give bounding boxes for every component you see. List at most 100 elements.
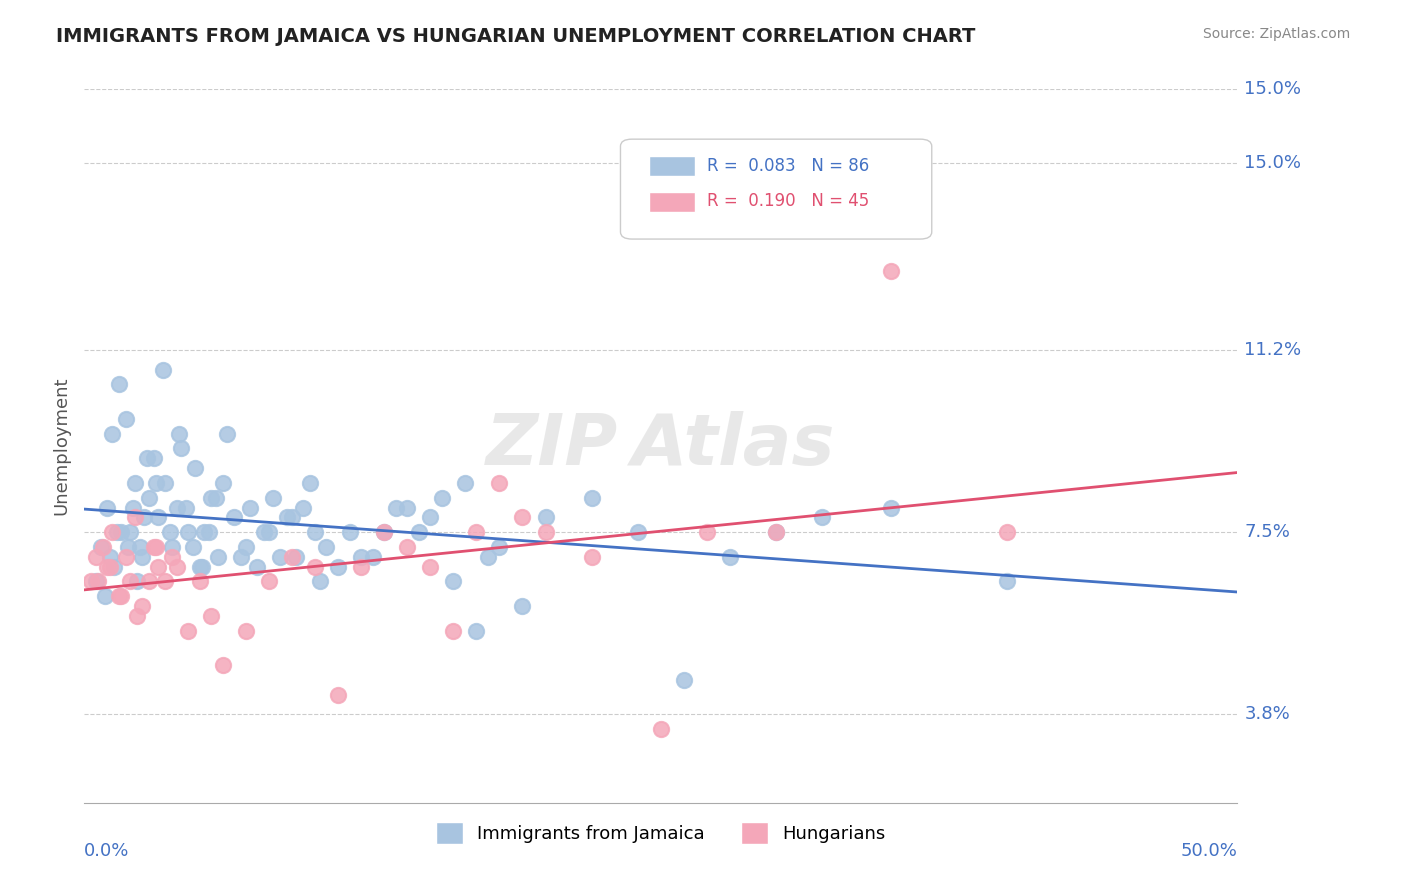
Point xyxy=(880,500,903,515)
Point xyxy=(534,510,557,524)
Point xyxy=(96,559,118,574)
Point xyxy=(167,426,190,441)
Point xyxy=(103,559,125,574)
Point xyxy=(880,264,903,278)
Point xyxy=(326,688,349,702)
Point xyxy=(239,500,262,515)
Point xyxy=(134,510,156,524)
Point xyxy=(145,540,167,554)
Point xyxy=(166,559,188,574)
Point xyxy=(110,589,132,603)
Point xyxy=(174,500,197,515)
Point xyxy=(101,426,124,441)
Text: 11.2%: 11.2% xyxy=(1244,341,1302,359)
Point xyxy=(995,574,1018,589)
Point xyxy=(131,549,153,564)
Point xyxy=(454,475,477,490)
Point xyxy=(276,510,298,524)
Point xyxy=(281,510,304,524)
Point xyxy=(80,574,103,589)
Point xyxy=(235,624,257,638)
Point xyxy=(159,525,181,540)
Point xyxy=(89,540,111,554)
Point xyxy=(581,549,603,564)
Point xyxy=(430,491,453,505)
Point xyxy=(146,510,169,524)
Text: ZIP Atlas: ZIP Atlas xyxy=(486,411,835,481)
Point xyxy=(315,540,337,554)
Point xyxy=(160,540,183,554)
Point xyxy=(211,475,233,490)
Text: IMMIGRANTS FROM JAMAICA VS HUNGARIAN UNEMPLOYMENT CORRELATION CHART: IMMIGRANTS FROM JAMAICA VS HUNGARIAN UNE… xyxy=(56,27,976,45)
Point xyxy=(87,574,110,589)
Point xyxy=(217,426,239,441)
Point xyxy=(419,559,441,574)
Point xyxy=(373,525,395,540)
Point xyxy=(152,362,174,376)
Point xyxy=(127,574,149,589)
Text: R =  0.083   N = 86: R = 0.083 N = 86 xyxy=(707,157,869,175)
FancyBboxPatch shape xyxy=(620,139,932,239)
Text: Source: ZipAtlas.com: Source: ZipAtlas.com xyxy=(1202,27,1350,41)
Point xyxy=(177,525,200,540)
Point xyxy=(811,510,834,524)
Point xyxy=(672,673,695,687)
Point xyxy=(170,442,193,456)
Point xyxy=(408,525,430,540)
Point xyxy=(465,525,488,540)
Point xyxy=(765,525,787,540)
Point xyxy=(211,658,233,673)
Point xyxy=(396,540,419,554)
Point xyxy=(373,525,395,540)
Point xyxy=(224,510,246,524)
Point xyxy=(207,549,229,564)
Point xyxy=(257,525,280,540)
Point xyxy=(184,461,207,475)
Point xyxy=(191,559,214,574)
Point xyxy=(101,525,124,540)
Point xyxy=(350,559,373,574)
Point xyxy=(98,559,121,574)
Point xyxy=(124,475,146,490)
Text: 50.0%: 50.0% xyxy=(1181,842,1237,860)
Point xyxy=(105,525,128,540)
Point xyxy=(231,549,253,564)
Point xyxy=(108,377,131,392)
Point xyxy=(281,549,304,564)
Point xyxy=(200,608,222,623)
Text: R =  0.190   N = 45: R = 0.190 N = 45 xyxy=(707,193,869,211)
Point xyxy=(465,624,488,638)
Point xyxy=(131,599,153,613)
Y-axis label: Unemployment: Unemployment xyxy=(52,376,70,516)
Point xyxy=(488,475,510,490)
Point xyxy=(441,574,464,589)
Point xyxy=(135,451,157,466)
Point xyxy=(512,510,534,524)
Point xyxy=(581,491,603,505)
Point xyxy=(138,574,160,589)
Point xyxy=(696,525,718,540)
Point xyxy=(96,500,118,515)
Point xyxy=(121,500,143,515)
Point xyxy=(441,624,464,638)
Point xyxy=(488,540,510,554)
Point xyxy=(142,451,165,466)
Point xyxy=(120,525,142,540)
Point xyxy=(339,525,361,540)
Point xyxy=(127,608,149,623)
Text: 0.0%: 0.0% xyxy=(84,842,129,860)
Point xyxy=(110,525,132,540)
Point xyxy=(153,475,176,490)
Point xyxy=(188,559,211,574)
Point xyxy=(361,549,384,564)
Point xyxy=(396,500,419,515)
Point xyxy=(145,475,167,490)
Point xyxy=(292,500,315,515)
Point xyxy=(995,525,1018,540)
Point xyxy=(262,491,284,505)
Point xyxy=(177,624,200,638)
Point xyxy=(166,500,188,515)
Point xyxy=(91,540,114,554)
Point xyxy=(718,549,741,564)
Text: 3.8%: 3.8% xyxy=(1244,706,1289,723)
